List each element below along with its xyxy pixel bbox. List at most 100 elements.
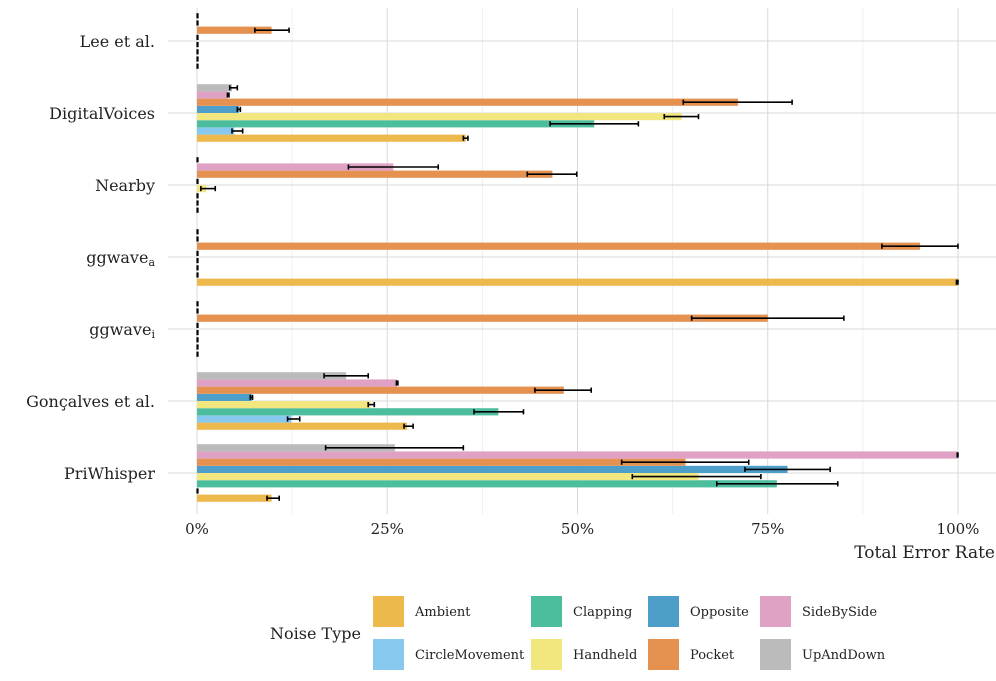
bar-handheld (197, 473, 699, 481)
bar-ambient (197, 278, 958, 286)
legend-label: CircleMovement (415, 648, 525, 663)
error-bar (367, 402, 376, 408)
legend-swatch (648, 596, 679, 627)
legend-label: UpAndDown (802, 648, 886, 663)
legend-label: Pocket (690, 648, 735, 663)
legend-swatch (531, 596, 562, 627)
error-bar (631, 474, 762, 480)
error-bar (682, 99, 793, 105)
error-bar (462, 135, 469, 141)
category-label: PriWhisper (64, 464, 155, 483)
error-bar (231, 128, 244, 134)
bar-handheld (197, 401, 371, 409)
bar-pocket (197, 314, 768, 322)
x-axis-title: Total Error Rate (854, 543, 995, 563)
error-bar (266, 495, 280, 501)
bar-clapping (197, 120, 595, 128)
legend-item-pocket: Pocket (648, 639, 735, 670)
bar-pocket (197, 242, 920, 250)
error-bar (228, 85, 239, 91)
category-label: Gonçalves et al. (26, 392, 155, 411)
legend-item-opposite: Opposite (648, 596, 749, 627)
legend-item-sidebyside: SideBySide (760, 596, 877, 627)
error-bar (286, 416, 301, 422)
error-bar (955, 279, 959, 285)
bar-circlemovement (197, 415, 292, 423)
error-bar (744, 466, 831, 472)
bar-pocket (197, 170, 553, 178)
legend-label: SideBySide (802, 605, 877, 620)
bar-pocket (197, 458, 686, 466)
error-bar (323, 373, 370, 379)
x-tick-label: 25% (371, 520, 404, 538)
legend-label: Opposite (690, 605, 749, 620)
error-bar (526, 171, 578, 177)
legend-label: Ambient (414, 605, 471, 620)
legend-swatch (373, 596, 404, 627)
error-bar (620, 459, 750, 465)
bar-pocket (197, 98, 739, 106)
category-label: ggwavea (86, 248, 155, 269)
bar-pocket (197, 386, 564, 394)
error-bar (534, 387, 592, 393)
legend-swatch (760, 596, 791, 627)
bar-upanddown (197, 372, 347, 380)
x-tick-label: 50% (561, 520, 594, 538)
bar-upanddown (197, 444, 395, 452)
bar-circlemovement (197, 127, 235, 135)
error-bar (254, 27, 290, 33)
error-bar (347, 164, 440, 170)
bar-handheld (197, 113, 682, 121)
error-bar (663, 114, 700, 120)
error-bar (549, 121, 640, 127)
legend-item-clapping: Clapping (531, 596, 632, 627)
bar-sidebyside (197, 451, 958, 459)
error-bar (236, 106, 242, 112)
legend-item-ambient: Ambient (373, 596, 471, 627)
bar-sidebyside (197, 91, 228, 99)
legend-label: Handheld (573, 648, 637, 663)
error-bar (200, 186, 217, 192)
error-bar (715, 481, 839, 487)
bar-opposite (197, 393, 252, 401)
bar-clapping (197, 408, 499, 416)
bar-sidebyside (197, 379, 398, 387)
x-tick-label: 75% (751, 520, 784, 538)
legend-swatch (760, 639, 791, 670)
legend-swatch (373, 639, 404, 670)
grid (168, 8, 996, 514)
x-tick-labels: 0% 25% 50% 75% 100% (185, 520, 979, 538)
category-label: ggwavei (89, 320, 155, 341)
bar-ambient (197, 134, 466, 142)
bar-ambient (197, 494, 272, 502)
error-bar (881, 243, 959, 249)
legend-label: Clapping (573, 605, 632, 620)
error-bar (956, 452, 959, 458)
legend-swatch (531, 639, 562, 670)
category-label: Lee et al. (80, 32, 155, 51)
error-bar (395, 380, 399, 386)
bars (196, 13, 959, 502)
legend-item-upanddown: UpAndDown (760, 639, 886, 670)
error-bar (249, 394, 254, 400)
bar-clapping (197, 480, 777, 488)
category-label: DigitalVoices (49, 104, 155, 123)
bar-sidebyside (197, 163, 394, 171)
error-bar (324, 445, 465, 451)
category-labels: Lee et al. DigitalVoices Nearby ggwavea ggwa… (26, 32, 155, 483)
x-tick-label: 100% (937, 520, 980, 538)
bar-opposite (197, 105, 239, 113)
bar-ambient (197, 422, 408, 430)
error-bar (226, 92, 230, 98)
bar-pocket (197, 26, 272, 34)
error-bar (690, 315, 845, 321)
legend-swatch (648, 639, 679, 670)
category-label: Nearby (95, 176, 155, 195)
error-bar (403, 423, 414, 429)
bar-opposite (197, 465, 788, 473)
legend-item-circlemovement: CircleMovement (373, 639, 525, 670)
x-tick-label: 0% (185, 520, 209, 538)
legend: Noise Type Ambient CircleMovement Clapping… (270, 596, 886, 670)
legend-item-handheld: Handheld (531, 639, 637, 670)
